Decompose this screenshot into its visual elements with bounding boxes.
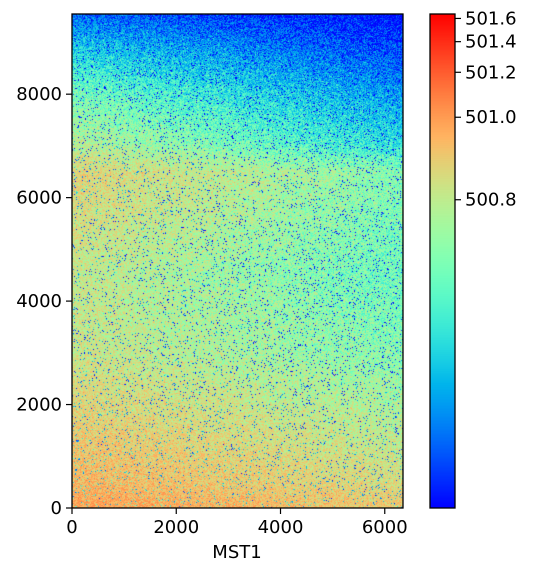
colorbar-tick-label: 501.2: [465, 62, 517, 83]
x-tick-label: 2000: [153, 517, 199, 538]
y-tick-label: 6000: [16, 188, 62, 209]
colorbar-tick-label: 500.8: [465, 190, 517, 211]
colorbar-ticks: 500.8 501.0 501.2 501.4 501.6: [455, 8, 517, 211]
x-axis-ticks: 0 2000 4000 6000: [66, 508, 408, 538]
colorbar-gradient: [430, 14, 455, 508]
x-tick-label: 6000: [362, 517, 408, 538]
y-tick-label: 0: [51, 498, 62, 519]
x-tick-label: 4000: [258, 517, 304, 538]
colorbar-tick-label: 501.6: [465, 8, 517, 29]
x-axis-title: MST1: [212, 542, 261, 563]
y-tick-label: 8000: [16, 84, 62, 105]
plot-frame: [71, 13, 404, 509]
y-axis-ticks: 0 2000 4000 6000 8000: [16, 84, 72, 519]
y-tick-label: 4000: [16, 291, 62, 312]
colorbar-tick-label: 501.4: [465, 32, 517, 53]
heatmap-image: [72, 14, 403, 508]
x-tick-label: 0: [66, 517, 77, 538]
y-tick-label: 2000: [16, 395, 62, 416]
colorbar-tick-label: 501.0: [465, 107, 517, 128]
colorbar-frame: [429, 13, 456, 509]
